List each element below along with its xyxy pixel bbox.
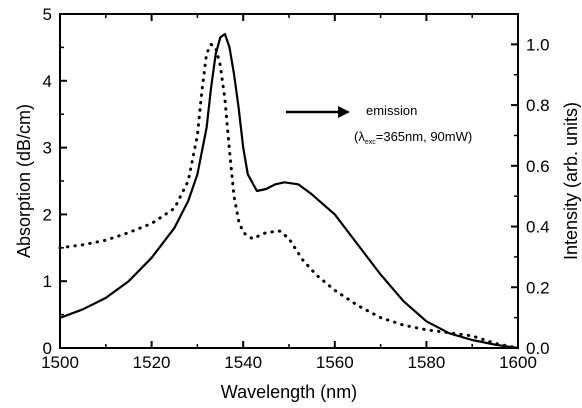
series-group <box>58 32 520 350</box>
y-left-tick-label: 3 <box>43 139 52 158</box>
x-tick-label: 1540 <box>224 353 262 372</box>
y-right-tick-label: 0.6 <box>526 157 550 176</box>
ticks: 1500 1520 1540 1560 1580 1600 0 1 2 3 4 5 0.0 0.2 0.4 0… <box>41 5 550 372</box>
x-tick-label: 1500 <box>41 353 79 372</box>
annotation-arrow-head <box>338 106 350 118</box>
y-left-tick-label: 2 <box>43 205 52 224</box>
annotation-detail: (λexc=365nm, 90mW) <box>354 129 472 146</box>
y-left-tick-label: 0 <box>43 339 52 358</box>
y-left-tick-label: 1 <box>43 272 52 291</box>
plot-frame <box>59 13 519 349</box>
x-tick-label: 1580 <box>407 353 445 372</box>
series-emission-line <box>58 42 520 350</box>
annotation-rest: =365nm, 90mW) <box>376 129 472 144</box>
x-tick-label: 1600 <box>499 353 537 372</box>
y-right-tick-label: 1.0 <box>526 35 550 54</box>
y-right-tick-label: 0.0 <box>526 339 550 358</box>
y-left-tick-label: 4 <box>43 72 52 91</box>
y-axis-right-label: Intensity (arb. units) <box>561 102 581 260</box>
series-absorption-line <box>58 32 520 350</box>
x-axis-label: Wavelength (nm) <box>221 382 357 402</box>
y-right-tick-label: 0.8 <box>526 96 550 115</box>
x-tick-label: 1520 <box>133 353 171 372</box>
annotation-sub: exc <box>365 139 376 146</box>
annotation-lambda: (λ <box>354 129 365 144</box>
y-right-tick-label: 0.4 <box>526 218 550 237</box>
y-right-tick-label: 0.2 <box>526 278 550 297</box>
x-tick-label: 1560 <box>316 353 354 372</box>
annotation: emission (λexc=365nm, 90mW) <box>286 103 472 146</box>
y-left-tick-label: 5 <box>43 5 52 24</box>
annotation-main: emission <box>366 103 417 118</box>
y-axis-left-label: Absorption (dB/cm) <box>14 104 34 258</box>
